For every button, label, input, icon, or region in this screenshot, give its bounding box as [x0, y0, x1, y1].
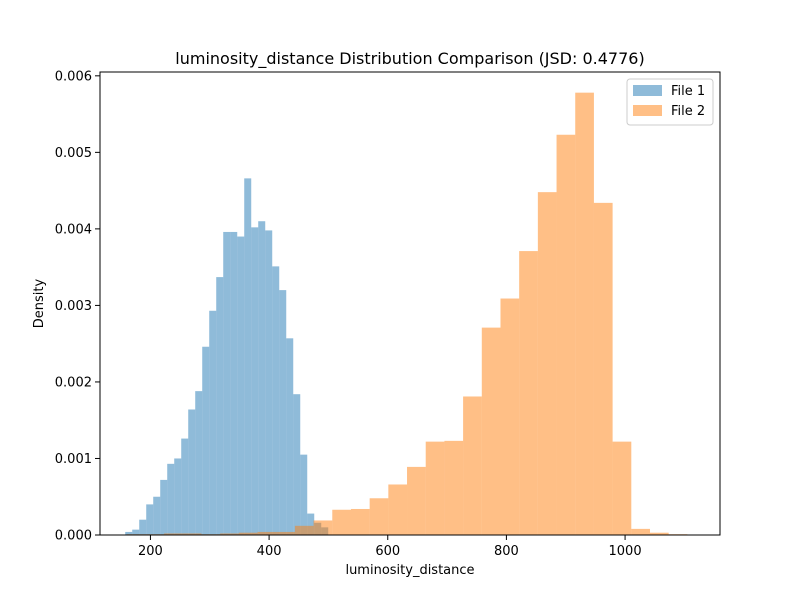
x-tick-label: 400: [257, 544, 282, 559]
bar: [300, 454, 308, 535]
bar: [444, 440, 464, 535]
bar: [519, 251, 538, 535]
bar: [612, 441, 632, 535]
bar: [463, 396, 482, 535]
bar: [294, 525, 314, 535]
plot-frame: [99, 71, 721, 536]
bar: [132, 529, 140, 535]
y-axis: 0.000 0.001 0.002 0.003 0.004 0.005 0.006: [55, 69, 100, 544]
bar: [160, 479, 168, 535]
bar: [307, 513, 315, 535]
y-tick-label: 0.004: [55, 222, 92, 237]
chart-title: luminosity_distance Distribution Compari…: [175, 49, 644, 69]
bar: [369, 498, 389, 535]
bar: [174, 458, 182, 535]
y-axis-title: Density: [32, 278, 47, 328]
bar: [593, 202, 613, 536]
bar: [313, 520, 333, 535]
bar: [139, 519, 147, 535]
bar: [216, 277, 224, 535]
legend-label-file-2: File 2: [671, 104, 705, 119]
bar: [265, 230, 273, 535]
series-2-bars: [126, 92, 688, 536]
bar: [286, 338, 294, 535]
bar: [257, 531, 277, 535]
bar: [481, 327, 501, 535]
bar: [575, 92, 594, 535]
bar: [188, 409, 196, 535]
bar: [388, 484, 408, 535]
bar: [237, 236, 245, 536]
bar: [220, 533, 239, 535]
y-tick-label: 0.000: [55, 529, 92, 544]
bar: [258, 221, 266, 536]
bars-layer: [125, 92, 688, 536]
bar: [425, 441, 445, 535]
bar: [153, 496, 161, 535]
y-tick-label: 0.006: [55, 69, 92, 84]
bar: [556, 134, 576, 535]
bar: [500, 298, 520, 535]
bar: [537, 192, 557, 535]
x-tick-label: 800: [494, 544, 519, 559]
bar: [146, 504, 154, 535]
bar: [167, 463, 175, 535]
bar: [251, 227, 259, 535]
x-tick-label: 600: [375, 544, 400, 559]
bar: [181, 438, 189, 535]
x-tick-label: 200: [138, 544, 163, 559]
x-axis-title: luminosity_distance: [345, 563, 474, 578]
bar: [209, 310, 217, 535]
bar: [223, 231, 231, 535]
x-axis: 200 400 600 800 1000: [138, 535, 642, 559]
legend-label-file-1: File 1: [671, 84, 705, 99]
bar: [272, 266, 280, 535]
bar: [332, 509, 351, 535]
legend: File 1 File 2: [626, 78, 714, 126]
x-tick-label: 1000: [609, 544, 642, 559]
y-tick-label: 0.003: [55, 299, 92, 314]
legend-swatch-file-2: [633, 105, 662, 116]
y-tick-label: 0.002: [55, 375, 92, 390]
bar: [182, 533, 202, 535]
bar: [350, 508, 370, 535]
bar: [276, 531, 295, 535]
legend-swatch-file-1: [633, 85, 662, 96]
bar: [230, 231, 238, 535]
bar: [195, 391, 203, 535]
bar: [202, 346, 210, 535]
y-tick-label: 0.001: [55, 452, 92, 467]
series-1-bars: [125, 178, 329, 536]
bar: [244, 178, 252, 535]
bar: [125, 531, 133, 535]
bar: [293, 394, 301, 535]
bar: [238, 532, 258, 535]
bar: [649, 532, 669, 535]
bar: [631, 528, 650, 535]
y-tick-label: 0.005: [55, 146, 92, 161]
bar: [279, 290, 287, 535]
bar: [407, 466, 426, 535]
bar: [164, 533, 183, 535]
